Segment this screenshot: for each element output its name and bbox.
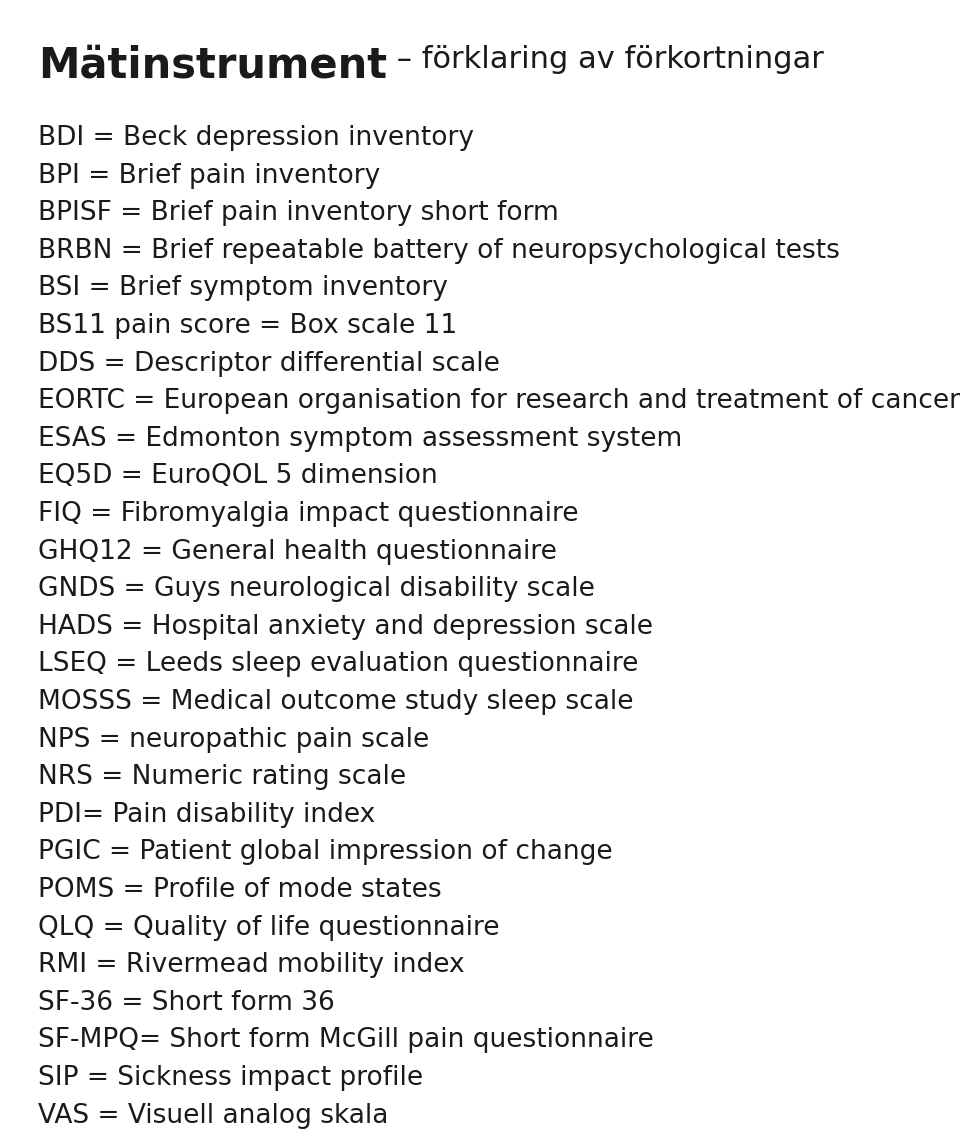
Text: QLQ = Quality of life questionnaire: QLQ = Quality of life questionnaire <box>38 914 499 940</box>
Text: SF-36 = Short form 36: SF-36 = Short form 36 <box>38 990 335 1016</box>
Text: ESAS = Edmonton symptom assessment system: ESAS = Edmonton symptom assessment syste… <box>38 426 683 451</box>
Text: BS11 pain score = Box scale 11: BS11 pain score = Box scale 11 <box>38 314 457 339</box>
Text: FIQ = Fibromyalgia impact questionnaire: FIQ = Fibromyalgia impact questionnaire <box>38 500 579 527</box>
Text: LSEQ = Leeds sleep evaluation questionnaire: LSEQ = Leeds sleep evaluation questionna… <box>38 651 638 677</box>
Text: BDI = Beck depression inventory: BDI = Beck depression inventory <box>38 125 474 150</box>
Text: BPISF = Brief pain inventory short form: BPISF = Brief pain inventory short form <box>38 201 559 226</box>
Text: HADS = Hospital anxiety and depression scale: HADS = Hospital anxiety and depression s… <box>38 613 653 640</box>
Text: PDI= Pain disability index: PDI= Pain disability index <box>38 801 375 828</box>
Text: – förklaring av förkortningar: – förklaring av förkortningar <box>387 44 824 74</box>
Text: GNDS = Guys neurological disability scale: GNDS = Guys neurological disability scal… <box>38 576 595 602</box>
Text: Mätinstrument: Mätinstrument <box>38 44 387 87</box>
Text: BPI = Brief pain inventory: BPI = Brief pain inventory <box>38 163 380 188</box>
Text: MOSSS = Medical outcome study sleep scale: MOSSS = Medical outcome study sleep scal… <box>38 689 634 715</box>
Text: NRS = Numeric rating scale: NRS = Numeric rating scale <box>38 764 406 790</box>
Text: EORTC = European organisation for research and treatment of cancer: EORTC = European organisation for resear… <box>38 389 960 414</box>
Text: PGIC = Patient global impression of change: PGIC = Patient global impression of chan… <box>38 839 612 865</box>
Text: VAS = Visuell analog skala: VAS = Visuell analog skala <box>38 1102 389 1129</box>
Text: DDS = Descriptor differential scale: DDS = Descriptor differential scale <box>38 351 500 376</box>
Text: GHQ12 = General health questionnaire: GHQ12 = General health questionnaire <box>38 538 557 564</box>
Text: SIP = Sickness impact profile: SIP = Sickness impact profile <box>38 1065 423 1091</box>
Text: EQ5D = EuroQOL 5 dimension: EQ5D = EuroQOL 5 dimension <box>38 463 438 489</box>
Text: BSI = Brief symptom inventory: BSI = Brief symptom inventory <box>38 276 448 301</box>
Text: POMS = Profile of mode states: POMS = Profile of mode states <box>38 877 442 903</box>
Text: RMI = Rivermead mobility index: RMI = Rivermead mobility index <box>38 952 465 978</box>
Text: NPS = neuropathic pain scale: NPS = neuropathic pain scale <box>38 726 429 752</box>
Text: SF-MPQ= Short form McGill pain questionnaire: SF-MPQ= Short form McGill pain questionn… <box>38 1027 654 1053</box>
Text: BRBN = Brief repeatable battery of neuropsychological tests: BRBN = Brief repeatable battery of neuro… <box>38 238 840 263</box>
